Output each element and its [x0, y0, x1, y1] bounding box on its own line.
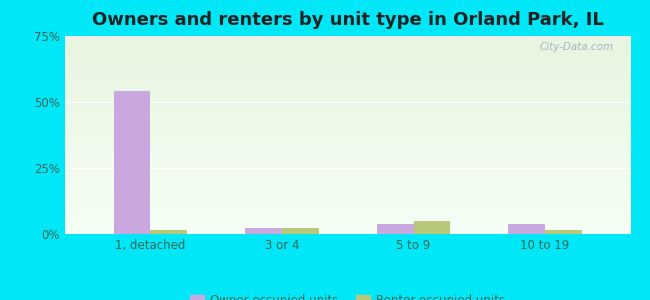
- Bar: [413, 221, 450, 234]
- Bar: [151, 230, 187, 234]
- Bar: [114, 92, 151, 234]
- Text: City-Data.com: City-Data.com: [540, 42, 614, 52]
- Bar: [545, 230, 582, 234]
- Bar: [508, 224, 545, 234]
- Bar: [245, 228, 282, 234]
- Title: Owners and renters by unit type in Orland Park, IL: Owners and renters by unit type in Orlan…: [92, 11, 604, 29]
- Legend: Owner occupied units, Renter occupied units: Owner occupied units, Renter occupied un…: [185, 289, 510, 300]
- Bar: [282, 228, 318, 234]
- Bar: [377, 224, 413, 234]
